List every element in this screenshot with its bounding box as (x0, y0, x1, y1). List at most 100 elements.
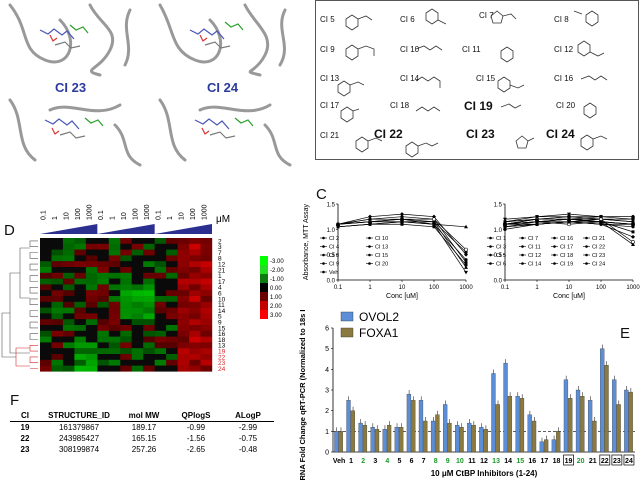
d-heatmap-cell (143, 290, 155, 297)
c-ytick-label: 0.0 (494, 279, 503, 285)
c-data-point (631, 230, 635, 234)
e-bar (443, 404, 448, 453)
d-heatmap-cell (177, 243, 190, 250)
d-heatmap-cell (97, 342, 109, 349)
d-heatmap-cell (51, 255, 64, 262)
e-bar (423, 420, 428, 453)
d-heatmap-cell (154, 365, 167, 372)
chem-label: CI 13 (320, 74, 340, 83)
d-heatmap-cell (74, 359, 87, 366)
c-legend-label: CI 21 (592, 236, 605, 242)
d-conc-label: 1000 (201, 204, 208, 220)
e-category-label: 5 (397, 458, 401, 465)
d-heatmap-cell (166, 296, 178, 302)
c-data-point (503, 220, 507, 224)
d-heatmap-cell (74, 307, 87, 314)
d-heatmap-cell (40, 307, 52, 314)
d-heatmap-cell (154, 330, 167, 337)
d-heatmap-cell (108, 342, 121, 349)
d-heatmap-cell (108, 261, 121, 268)
d-heatmap-cell (120, 267, 132, 273)
d-heatmap-cell (108, 313, 121, 320)
d-heatmap-cell (85, 342, 98, 349)
d-heatmap-cell (51, 290, 64, 297)
d-heatmap-cell (131, 255, 144, 262)
d-scale-label: 3.00 (270, 313, 282, 319)
d-heatmap-cell (97, 278, 109, 285)
d-heatmap-cell (166, 238, 178, 244)
e-bar (483, 429, 488, 453)
c-data-point (336, 225, 340, 229)
e-bar (382, 429, 387, 453)
c-legend-label: CI 14 (528, 262, 541, 268)
d-heatmap-cell (154, 290, 167, 297)
d-heatmap-cell (108, 354, 121, 360)
protein-structure-images (8, 3, 292, 167)
table-cell: 19 (20, 423, 30, 432)
d-heatmap-cell (62, 359, 75, 366)
d-heatmap-cell (154, 301, 167, 308)
e-category-box (563, 454, 574, 466)
d-heatmap-cell (200, 272, 213, 279)
d-heatmap-cell (74, 290, 87, 297)
d-heatmap-cell (154, 261, 167, 268)
d-heatmap-cell (62, 267, 75, 273)
d-heatmap-cell (189, 313, 201, 320)
c-legend-label: CI 10 (375, 236, 388, 242)
d-heatmap-cell (143, 330, 155, 337)
chem-label: CI 15 (476, 74, 496, 83)
d-heatmap-cell (40, 267, 52, 273)
d-heatmap-cell (51, 307, 64, 314)
e-xlabel: 10 μM CtBP Inhibitors (1-24) (431, 469, 538, 478)
d-heatmap-cell (166, 330, 178, 337)
table-row: 22 243985427 165.15 -1.56 -0.75 (10, 433, 274, 444)
e-bar (350, 410, 355, 453)
c-data-point (464, 263, 468, 267)
e-bar (612, 379, 617, 453)
e-category-box (611, 454, 623, 466)
d-heatmap-cell (154, 359, 167, 366)
d-heatmap-cell (143, 267, 155, 273)
d-heatmap-cell (154, 267, 167, 273)
d-heatmap-cell (40, 319, 52, 326)
d-heatmap-cell (120, 342, 132, 349)
d-heatmap-cell (85, 313, 98, 320)
d-heatmap-cell (51, 330, 64, 337)
d-heatmap-cell (189, 267, 201, 273)
d-group-label: Cytotoxicity (100, 376, 152, 378)
d-heatmap-cell (62, 336, 75, 343)
e-bar (374, 429, 380, 453)
d-heatmap-cell (120, 313, 132, 320)
d-heatmap-cell (166, 348, 178, 355)
d-heatmap-cell (108, 278, 121, 285)
d-heatmap-cell (200, 342, 213, 349)
d-heatmap-cell (189, 325, 201, 331)
d-heatmap-cell (166, 313, 178, 320)
c-series-line (337, 223, 467, 266)
d-heatmap-cell (85, 238, 98, 244)
d-heatmap-cell (74, 243, 87, 250)
d-heatmap-cell (200, 267, 213, 273)
d-heatmap-cell (40, 296, 52, 302)
d-heatmap-cell (154, 278, 167, 285)
d-heatmap-cell (189, 261, 201, 268)
c-xlabel: Conc [uM] (386, 293, 418, 300)
d-heatmap-cell (131, 284, 144, 291)
d-heatmap-cell (51, 319, 64, 326)
e-bar (346, 400, 351, 453)
d-heatmap-cell (97, 307, 109, 314)
d-heatmap-cell (200, 238, 213, 244)
table-header-row: CI STRUCTURE_ID mol MW QPlogS ALogP (10, 410, 274, 422)
d-scale-swatch (260, 283, 268, 292)
c-data-point (503, 224, 507, 229)
d-heatmap-cell (120, 238, 132, 244)
d-heatmap-cell (62, 278, 75, 285)
d-heatmap-cell (177, 278, 190, 285)
d-heatmap-cell (51, 354, 64, 360)
d-heatmap-cell (120, 307, 132, 314)
e-bar (430, 420, 436, 453)
d-heatmap-cell (62, 272, 75, 279)
d-heatmap-cell (51, 284, 64, 291)
e-bar (338, 431, 343, 453)
d-heatmap-cell (143, 325, 155, 331)
